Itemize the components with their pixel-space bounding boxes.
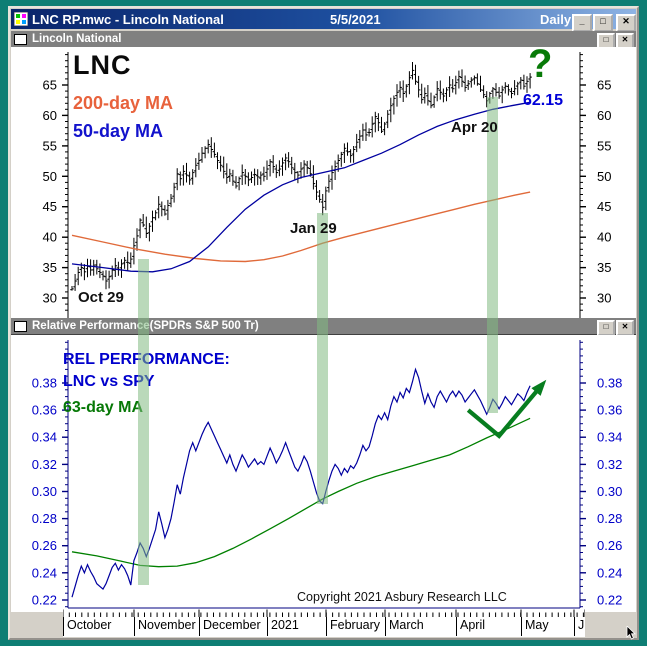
periodicity-label: Daily bbox=[540, 12, 572, 27]
svg-text:0.30: 0.30 bbox=[32, 484, 57, 499]
svg-text:0.22: 0.22 bbox=[597, 593, 622, 608]
maximize-button-icon[interactable]: □ bbox=[593, 14, 613, 32]
x-axis-ruler bbox=[63, 609, 585, 617]
month-label-october: October bbox=[63, 617, 134, 636]
svg-text:35: 35 bbox=[43, 260, 57, 275]
x-axis-strip bbox=[63, 609, 585, 637]
svg-text:50: 50 bbox=[597, 169, 611, 184]
symbol-label: LNC bbox=[73, 50, 132, 80]
svg-text:60: 60 bbox=[597, 108, 611, 123]
svg-text:0.32: 0.32 bbox=[597, 457, 622, 472]
svg-text:0.34: 0.34 bbox=[32, 430, 57, 445]
chart-date: 5/5/2021 bbox=[330, 12, 381, 27]
signal-band-oct-29 bbox=[137, 259, 149, 586]
svg-text:0.38: 0.38 bbox=[597, 376, 622, 391]
annotation-oct-29: Oct 29 bbox=[78, 289, 124, 306]
svg-text:0.30: 0.30 bbox=[597, 484, 622, 499]
svg-text:35: 35 bbox=[597, 260, 611, 275]
svg-text:45: 45 bbox=[43, 199, 57, 214]
month-label-november: November bbox=[134, 617, 199, 636]
relative-chart-svg: 0.22 0.22 0.24 0.24 0.26 0.26 0.28 0.28 0.30 0.30… bbox=[11, 334, 636, 612]
ma63-legend-label: 63-day MA bbox=[63, 399, 144, 416]
panel-close-icon[interactable]: ✕ bbox=[616, 320, 634, 336]
annotation-apr-20: Apr 20 bbox=[451, 119, 498, 136]
ma200-legend-label: 200-day MA bbox=[73, 93, 174, 113]
signal-band-jan-29 bbox=[317, 212, 329, 504]
svg-text:0.24: 0.24 bbox=[32, 565, 57, 580]
svg-text:0.32: 0.32 bbox=[32, 457, 57, 472]
svg-text:0.26: 0.26 bbox=[597, 538, 622, 553]
svg-text:40: 40 bbox=[597, 230, 611, 245]
price-chart-svg: 30 30 35 35 40 40 45 45 50 50 55 55 60 60 65 65 bbox=[11, 47, 636, 318]
month-label-april: April bbox=[456, 617, 521, 636]
mouse-cursor-icon bbox=[626, 625, 639, 645]
panel-icon bbox=[14, 33, 27, 45]
question-mark-annotation: ? bbox=[528, 42, 553, 86]
svg-text:0.28: 0.28 bbox=[597, 511, 622, 526]
svg-text:30: 30 bbox=[597, 291, 611, 306]
panel-icon bbox=[14, 320, 27, 332]
svg-text:0.38: 0.38 bbox=[32, 376, 57, 391]
svg-text:65: 65 bbox=[43, 78, 57, 93]
svg-text:55: 55 bbox=[597, 138, 611, 153]
svg-text:30: 30 bbox=[43, 291, 57, 306]
month-label-december: December bbox=[199, 617, 267, 636]
svg-text:50: 50 bbox=[43, 169, 57, 184]
month-label-march: March bbox=[385, 617, 456, 636]
svg-text:40: 40 bbox=[43, 230, 57, 245]
svg-text:0.22: 0.22 bbox=[32, 593, 57, 608]
annotation-jan-29: Jan 29 bbox=[290, 220, 337, 237]
signal-band-apr-20 bbox=[487, 97, 499, 413]
ma50-last-value-label: 62.15 bbox=[523, 92, 564, 109]
month-label-j: J bbox=[574, 617, 585, 636]
app-icon bbox=[13, 11, 29, 27]
close-button-icon[interactable]: ✕ bbox=[616, 14, 636, 32]
svg-text:65: 65 bbox=[597, 78, 611, 93]
copyright-text: Copyright 2021 Asbury Research LLC bbox=[297, 590, 507, 604]
svg-text:0.36: 0.36 bbox=[32, 403, 57, 418]
svg-text:0.34: 0.34 bbox=[597, 430, 622, 445]
window-title: LNC RP.mwc - Lincoln National bbox=[32, 11, 224, 27]
x-axis-month-labels: October November December 2021 February March… bbox=[63, 617, 585, 637]
month-label-2021: 2021 bbox=[267, 617, 326, 636]
ma50-legend-label: 50-day MA bbox=[73, 121, 164, 141]
svg-text:0.36: 0.36 bbox=[597, 403, 622, 418]
rel-performance-label-line2: LNC vs SPY bbox=[63, 373, 155, 390]
svg-text:45: 45 bbox=[597, 199, 611, 214]
svg-text:0.24: 0.24 bbox=[597, 565, 622, 580]
month-label-february: February bbox=[326, 617, 385, 636]
svg-text:0.28: 0.28 bbox=[32, 511, 57, 526]
minimize-button-icon[interactable]: _ bbox=[572, 14, 592, 32]
svg-text:55: 55 bbox=[43, 138, 57, 153]
window-titlebar[interactable]: LNC RP.mwc - Lincoln National bbox=[11, 9, 636, 29]
price-panel-title: Lincoln National bbox=[32, 33, 122, 45]
month-label-may: May bbox=[521, 617, 574, 636]
svg-text:60: 60 bbox=[43, 108, 57, 123]
svg-text:0.26: 0.26 bbox=[32, 538, 57, 553]
